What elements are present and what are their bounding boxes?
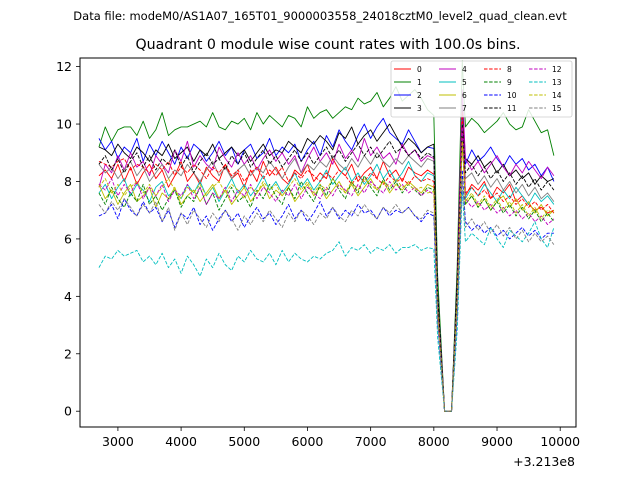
series-line-8 (98, 112, 555, 412)
legend-label-10: 10 (507, 91, 517, 100)
y-tick-label: 0 (64, 404, 72, 419)
legend-label-5: 5 (462, 78, 467, 87)
series-layer (98, 60, 555, 412)
series-line-4 (98, 89, 555, 412)
legend-label-15: 15 (552, 104, 562, 113)
x-tick-label: 3000 (102, 434, 134, 449)
y-tick-label: 6 (64, 231, 72, 246)
x-tick-label: 9000 (481, 434, 513, 449)
y-tick-label: 12 (56, 59, 72, 74)
series-line-0 (98, 106, 555, 412)
legend-label-13: 13 (552, 78, 562, 87)
y-tick-label: 4 (64, 289, 72, 304)
chart-title: Quadrant 0 module wise count rates with … (135, 37, 520, 53)
series-line-15 (98, 178, 555, 412)
legend-label-2: 2 (417, 91, 422, 100)
series-line-7 (98, 126, 555, 412)
x-axis-offset-label: +3.213e8 (513, 454, 575, 469)
x-tick-label: 6000 (292, 434, 324, 449)
series-line-6 (98, 140, 555, 412)
x-tick-label: 7000 (355, 434, 387, 449)
y-tick-label: 8 (64, 174, 72, 189)
series-line-3 (98, 103, 555, 412)
series-line-12 (98, 126, 555, 412)
plot-frame (79, 57, 577, 428)
legend-box (390, 60, 573, 118)
y-tick-label: 2 (64, 346, 72, 361)
x-tick-label: 10000 (540, 434, 580, 449)
x-tick-label: 4000 (165, 434, 197, 449)
legend-label-14: 14 (552, 91, 562, 100)
y-axis-ticks: 0 2 4 6 8 10 12 (56, 59, 80, 419)
series-line-9 (98, 132, 555, 412)
series-line-11 (98, 123, 555, 412)
x-axis-ticks: 3000 4000 5000 6000 7000 8000 9000 10000 (102, 427, 580, 449)
x-tick-label: 5000 (228, 434, 260, 449)
legend-label-3: 3 (417, 104, 422, 113)
legend-label-6: 6 (462, 91, 467, 100)
axes (79, 57, 577, 428)
series-line-13 (98, 189, 555, 412)
legend-label-11: 11 (507, 104, 517, 113)
legend-label-4: 4 (462, 65, 467, 74)
series-line-2 (98, 100, 555, 412)
file-suptitle: Data file: modeM0/AS1A07_165T01_90000035… (73, 9, 567, 23)
legend-label-1: 1 (417, 78, 422, 87)
x-tick-label: 8000 (418, 434, 450, 449)
legend-label-9: 9 (507, 78, 512, 87)
legend-label-0: 0 (417, 65, 422, 74)
y-tick-label: 10 (56, 117, 72, 132)
legend-label-7: 7 (462, 104, 467, 113)
series-line-10 (98, 169, 554, 412)
series-line-14 (98, 140, 555, 412)
legend-label-8: 8 (507, 65, 512, 74)
legend-label-12: 12 (552, 65, 562, 74)
series-line-1 (98, 60, 555, 412)
